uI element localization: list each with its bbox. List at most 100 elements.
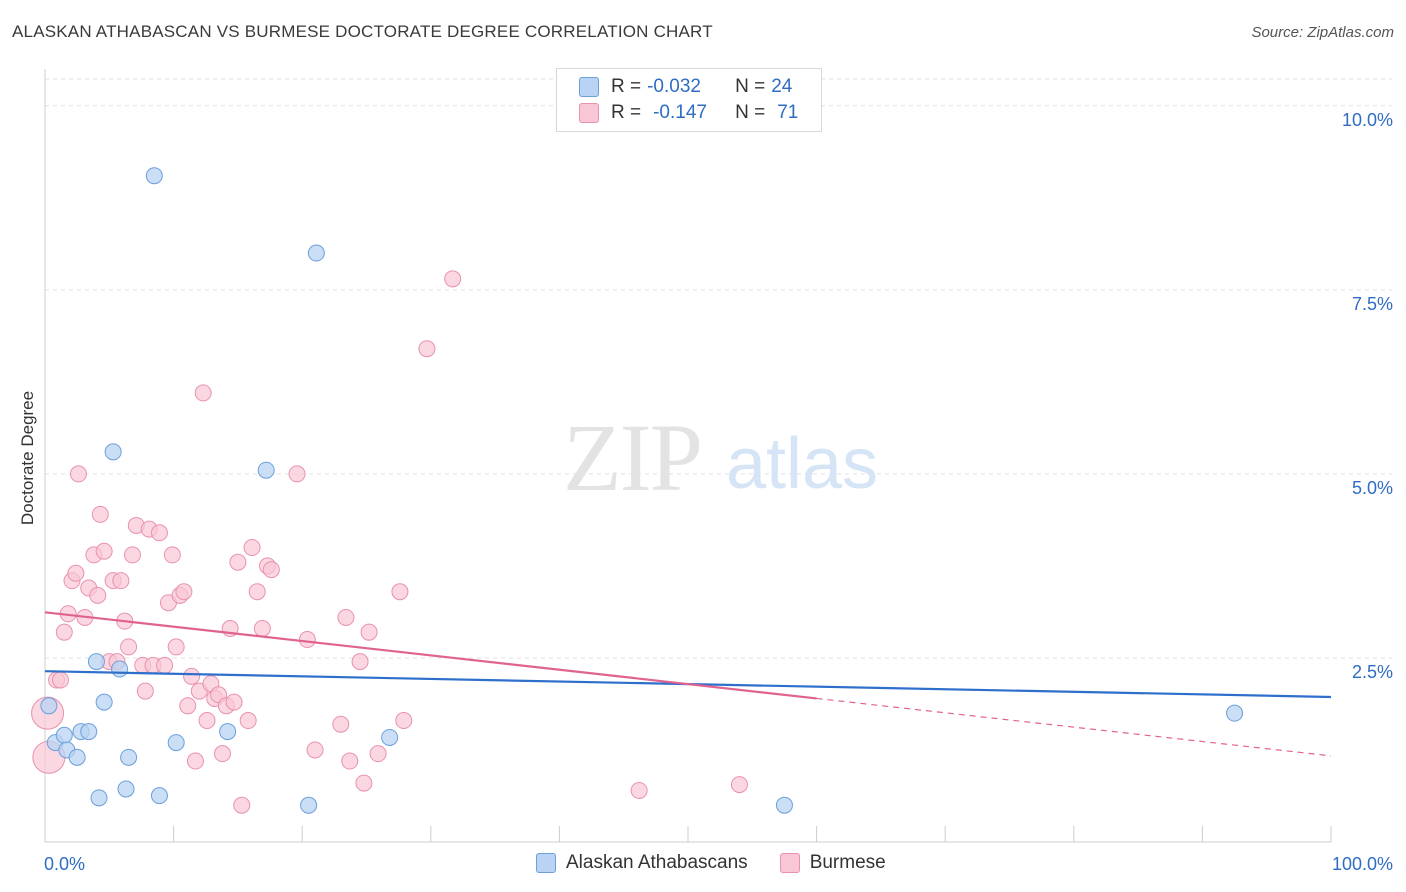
data-point-burmese (213, 745, 231, 763)
data-point-burmese (150, 524, 168, 542)
watermark-zip: ZIP (563, 404, 701, 511)
data-point-alaskan-athabascans (117, 780, 135, 798)
data-point-burmese (183, 667, 201, 685)
data-point-burmese (136, 682, 154, 700)
data-point-alaskan-athabascans (1226, 704, 1244, 722)
series-burmese-points (31, 270, 748, 814)
tick-labels: 2.5% 5.0% 7.5% 10.0% 0.0% 100.0% (44, 110, 1393, 874)
data-point-burmese (51, 671, 69, 689)
y-tick-label: 7.5% (1352, 294, 1393, 314)
legend-n-label: N = (735, 76, 766, 97)
data-point-burmese (91, 505, 109, 523)
grid-lines (45, 78, 1392, 659)
y-tick-label: 2.5% (1352, 662, 1393, 682)
data-point-burmese (337, 608, 355, 626)
data-point-burmese (194, 384, 212, 402)
x-tick-label: 0.0% (44, 854, 85, 874)
data-point-burmese (262, 561, 280, 579)
data-point-alaskan-athabascans (150, 787, 168, 805)
y-tick-label: 10.0% (1342, 110, 1393, 130)
trend-lines (44, 611, 1332, 757)
data-point-alaskan-athabascans (307, 244, 325, 262)
legend-series-name: Alaskan Athabascans (566, 852, 748, 873)
data-point-alaskan-athabascans (90, 789, 108, 807)
data-point-alaskan-athabascans (111, 660, 129, 678)
data-point-burmese (243, 539, 261, 557)
trend-line-burmese (44, 611, 817, 700)
data-point-alaskan-athabascans (40, 697, 58, 715)
legend-swatch-pink (779, 853, 800, 873)
data-point-burmese (120, 638, 138, 656)
data-point-burmese (395, 712, 413, 730)
legend-swatch-blue (536, 853, 556, 873)
legend-row-alaskan-athabascans: R = -0.032 N = 24 (579, 75, 792, 99)
data-point-alaskan-athabascans (104, 443, 122, 461)
data-point-alaskan-athabascans (55, 726, 73, 744)
data-point-alaskan-athabascans (381, 728, 399, 746)
data-point-alaskan-athabascans (120, 748, 138, 766)
data-point-burmese (112, 572, 130, 590)
data-point-burmese (167, 638, 185, 656)
chart-title: ALASKAN ATHABASCAN VS BURMESE DOCTORATE … (12, 22, 713, 41)
data-point-alaskan-athabascans (87, 653, 105, 671)
data-point-burmese (298, 631, 316, 649)
x-tick-label: 100.0% (1332, 854, 1393, 874)
data-point-burmese (69, 465, 87, 483)
series-alaskan-athabascans-points (40, 167, 1244, 814)
data-point-burmese (239, 712, 257, 730)
data-point-burmese (95, 542, 113, 560)
data-point-alaskan-athabascans (775, 796, 793, 814)
legend-item-burmese: Burmese (779, 852, 886, 874)
legend-swatch-blue (579, 77, 599, 97)
data-point-burmese (123, 546, 141, 564)
data-point-burmese (225, 693, 243, 711)
data-point-burmese (351, 653, 369, 671)
data-point-burmese (89, 586, 107, 604)
legend-r-value: -0.147 (653, 102, 707, 123)
data-point-burmese (175, 583, 193, 601)
data-point-burmese (360, 623, 378, 641)
data-point-burmese (306, 741, 324, 759)
data-point-burmese (198, 712, 216, 730)
data-point-alaskan-athabascans (80, 723, 98, 741)
data-point-burmese (186, 752, 204, 770)
watermark: ZIP atlas (563, 404, 878, 511)
data-point-burmese (163, 546, 181, 564)
source-label: Source: ZipAtlas.com (1251, 24, 1394, 41)
data-point-burmese (369, 745, 387, 763)
data-point-burmese (229, 553, 247, 571)
legend-item-alaskan-athabascans: Alaskan Athabascans (536, 852, 748, 874)
data-point-alaskan-athabascans (95, 693, 113, 711)
data-point-burmese (391, 583, 409, 601)
data-point-burmese (332, 715, 350, 733)
legend-n-label: N = (735, 102, 766, 123)
data-point-alaskan-athabascans (145, 167, 163, 185)
series-legend: Alaskan Athabascans Burmese (536, 852, 918, 874)
legend-swatch-pink (579, 103, 599, 123)
data-point-burmese (233, 796, 251, 814)
data-point-burmese (179, 697, 197, 715)
legend-r-value: -0.032 (647, 76, 701, 97)
legend-n-value: 24 (771, 76, 793, 97)
data-point-burmese (418, 340, 436, 358)
data-point-alaskan-athabascans (167, 734, 185, 752)
data-point-burmese (341, 752, 359, 770)
data-point-alaskan-athabascans (219, 723, 237, 741)
data-point-burmese (730, 776, 748, 794)
data-point-burmese (288, 465, 306, 483)
legend-row-burmese: R = -0.147 N = 71 (579, 101, 798, 125)
legend-series-name: Burmese (809, 852, 886, 873)
watermark-atlas: atlas (726, 424, 878, 504)
data-point-alaskan-athabascans (300, 796, 318, 814)
data-point-burmese (253, 620, 271, 638)
data-point-alaskan-athabascans (257, 461, 275, 479)
trend-line-burmese-extension (816, 697, 1332, 757)
data-point-burmese (248, 583, 266, 601)
data-point-burmese (55, 623, 73, 641)
data-point-burmese (67, 564, 85, 582)
y-axis-label: Doctorate Degree (18, 391, 37, 525)
data-point-burmese (444, 270, 462, 288)
legend-r-label: R = (611, 102, 642, 123)
legend-n-value: 71 (777, 102, 799, 123)
